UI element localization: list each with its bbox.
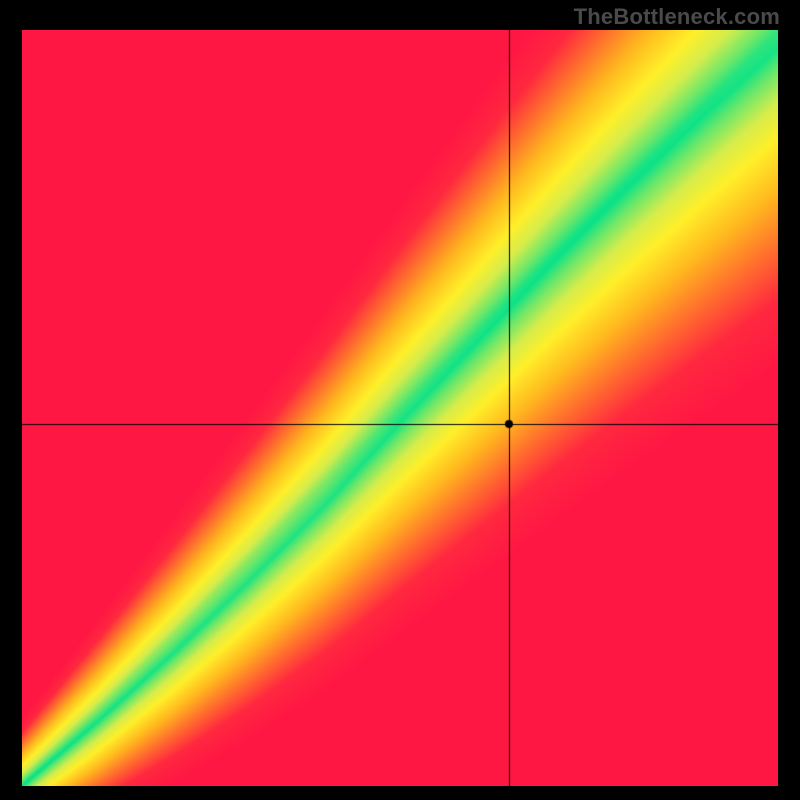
chart-container: TheBottleneck.com xyxy=(0,0,800,800)
watermark-label: TheBottleneck.com xyxy=(574,4,780,30)
bottleneck-heatmap xyxy=(22,30,778,786)
